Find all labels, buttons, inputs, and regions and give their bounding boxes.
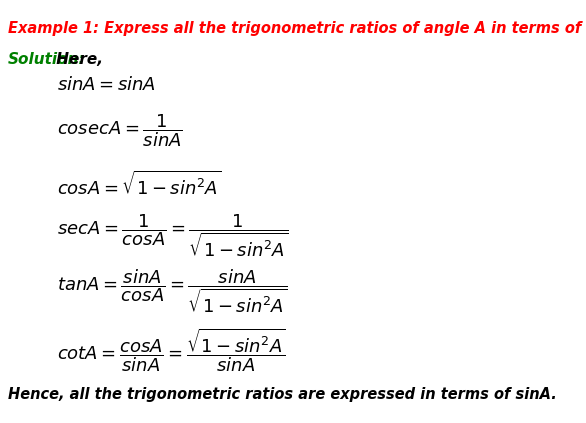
Text: $cotA = \dfrac{cosA}{sinA} = \dfrac{\sqrt{1-sin^2A}}{sinA}$: $cotA = \dfrac{cosA}{sinA} = \dfrac{\sqr… [57,327,286,374]
Text: $tanA = \dfrac{sinA}{cosA} = \dfrac{sinA}{\sqrt{1-sin^2A}}$: $tanA = \dfrac{sinA}{cosA} = \dfrac{sinA… [57,268,288,316]
Text: Example 1: Express all the trigonometric ratios of angle A in terms of sinA.: Example 1: Express all the trigonometric… [8,21,586,36]
Text: Here,: Here, [51,52,103,67]
Text: $cosecA = \dfrac{1}{sinA}$: $cosecA = \dfrac{1}{sinA}$ [57,113,183,149]
Text: $sinA = sinA$: $sinA = sinA$ [57,76,156,94]
Text: Solution:: Solution: [8,52,86,67]
Text: Hence, all the trigonometric ratios are expressed in terms of sinA.: Hence, all the trigonometric ratios are … [8,387,557,402]
Text: $secA = \dfrac{1}{cosA} = \dfrac{1}{\sqrt{1-sin^2A}}$: $secA = \dfrac{1}{cosA} = \dfrac{1}{\sqr… [57,213,288,260]
Text: $cosA = \sqrt{1 - sin^2A}$: $cosA = \sqrt{1 - sin^2A}$ [57,170,222,199]
